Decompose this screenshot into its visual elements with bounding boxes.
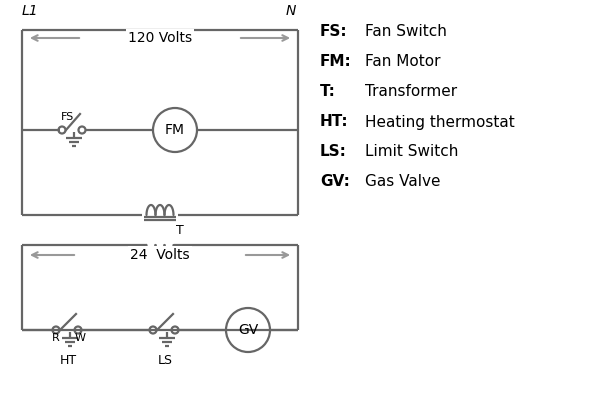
Text: FS: FS — [61, 112, 74, 122]
Text: W: W — [74, 333, 86, 343]
Text: Fan Motor: Fan Motor — [365, 54, 441, 70]
Text: R: R — [52, 333, 60, 343]
Text: HT:: HT: — [320, 114, 349, 130]
Text: N: N — [286, 4, 296, 18]
Text: L1: L1 — [22, 4, 38, 18]
Circle shape — [149, 326, 156, 334]
Text: Gas Valve: Gas Valve — [365, 174, 441, 190]
Text: GV:: GV: — [320, 174, 350, 190]
Text: HT: HT — [60, 354, 77, 367]
Text: GV: GV — [238, 323, 258, 337]
Text: Heating thermostat: Heating thermostat — [365, 114, 514, 130]
Text: T:: T: — [320, 84, 336, 100]
Text: FM: FM — [165, 123, 185, 137]
Text: 24  Volts: 24 Volts — [130, 248, 190, 262]
Text: FM:: FM: — [320, 54, 352, 70]
Text: Limit Switch: Limit Switch — [365, 144, 458, 160]
Text: Fan Switch: Fan Switch — [365, 24, 447, 40]
Circle shape — [58, 126, 65, 134]
Text: LS: LS — [158, 354, 172, 367]
Text: Transformer: Transformer — [365, 84, 457, 100]
Circle shape — [172, 326, 179, 334]
Text: LS:: LS: — [320, 144, 347, 160]
Text: 120 Volts: 120 Volts — [128, 31, 192, 45]
Text: T: T — [176, 224, 184, 236]
Circle shape — [53, 326, 60, 334]
Circle shape — [78, 126, 86, 134]
Text: FS:: FS: — [320, 24, 348, 40]
Circle shape — [74, 326, 81, 334]
